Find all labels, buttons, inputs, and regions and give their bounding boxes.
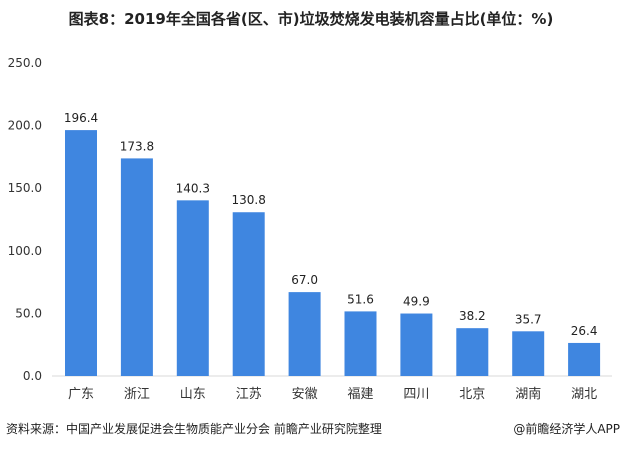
source-note: 资料来源：中国产业发展促进会生物质能产业分会 前瞻产业研究院整理: [6, 422, 382, 436]
x-tick-label: 江苏: [236, 386, 262, 402]
bar: [120, 158, 153, 376]
x-tick-label: 福建: [347, 387, 373, 402]
x-tick-label: 湖南: [515, 386, 541, 402]
data-label: 196.4: [64, 111, 98, 125]
x-tick-label: 广东: [68, 387, 94, 402]
y-tick-label: 0.0: [23, 369, 42, 383]
bar: [288, 292, 321, 376]
data-label: 67.0: [291, 273, 318, 287]
x-tick-label: 北京: [459, 387, 485, 402]
bar: [65, 130, 97, 376]
data-label: 49.9: [403, 295, 430, 309]
chart-title: 图表8：2019年全国各省(区、市)垃圾焚烧发电装机容量占比(单位：%): [68, 10, 554, 28]
data-label: 173.8: [120, 139, 154, 153]
x-tick-label: 安徽: [292, 387, 318, 402]
data-label: 38.2: [459, 309, 486, 323]
y-tick-label: 150.0: [8, 181, 42, 195]
data-label: 26.4: [571, 324, 598, 338]
data-label: 35.7: [515, 312, 542, 326]
bar: [568, 342, 601, 376]
bar: [176, 200, 209, 376]
y-tick-label: 100.0: [8, 244, 42, 258]
x-tick-label: 山东: [180, 387, 206, 402]
bar: [456, 328, 489, 376]
y-tick-label: 200.0: [8, 119, 42, 133]
y-tick-label: 250.0: [8, 56, 42, 70]
bar: [232, 212, 265, 376]
data-label: 140.3: [176, 181, 210, 195]
data-label: 51.6: [347, 292, 374, 306]
x-tick-label: 湖北: [571, 387, 597, 402]
x-tick-label: 四川: [403, 387, 429, 402]
bar: [512, 331, 545, 376]
credit-note: @前瞻经济学人APP: [513, 422, 620, 436]
data-label: 130.8: [232, 193, 266, 207]
y-tick-label: 50.0: [15, 306, 42, 320]
bar: [344, 311, 377, 376]
x-tick-label: 浙江: [124, 387, 150, 402]
bar: [400, 313, 433, 376]
